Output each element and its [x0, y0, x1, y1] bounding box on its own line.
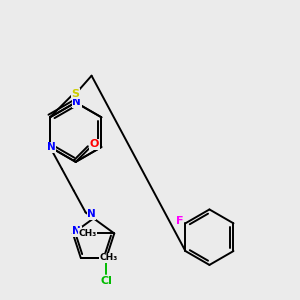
Text: N: N — [72, 98, 81, 107]
Text: O: O — [90, 139, 99, 149]
Text: CH₃: CH₃ — [99, 253, 118, 262]
Text: CH₃: CH₃ — [78, 229, 97, 238]
Text: N: N — [46, 142, 55, 152]
Text: Cl: Cl — [100, 276, 112, 286]
Text: F: F — [176, 216, 183, 226]
Text: S: S — [72, 88, 80, 98]
Text: N: N — [72, 226, 81, 236]
Text: N: N — [87, 209, 96, 219]
